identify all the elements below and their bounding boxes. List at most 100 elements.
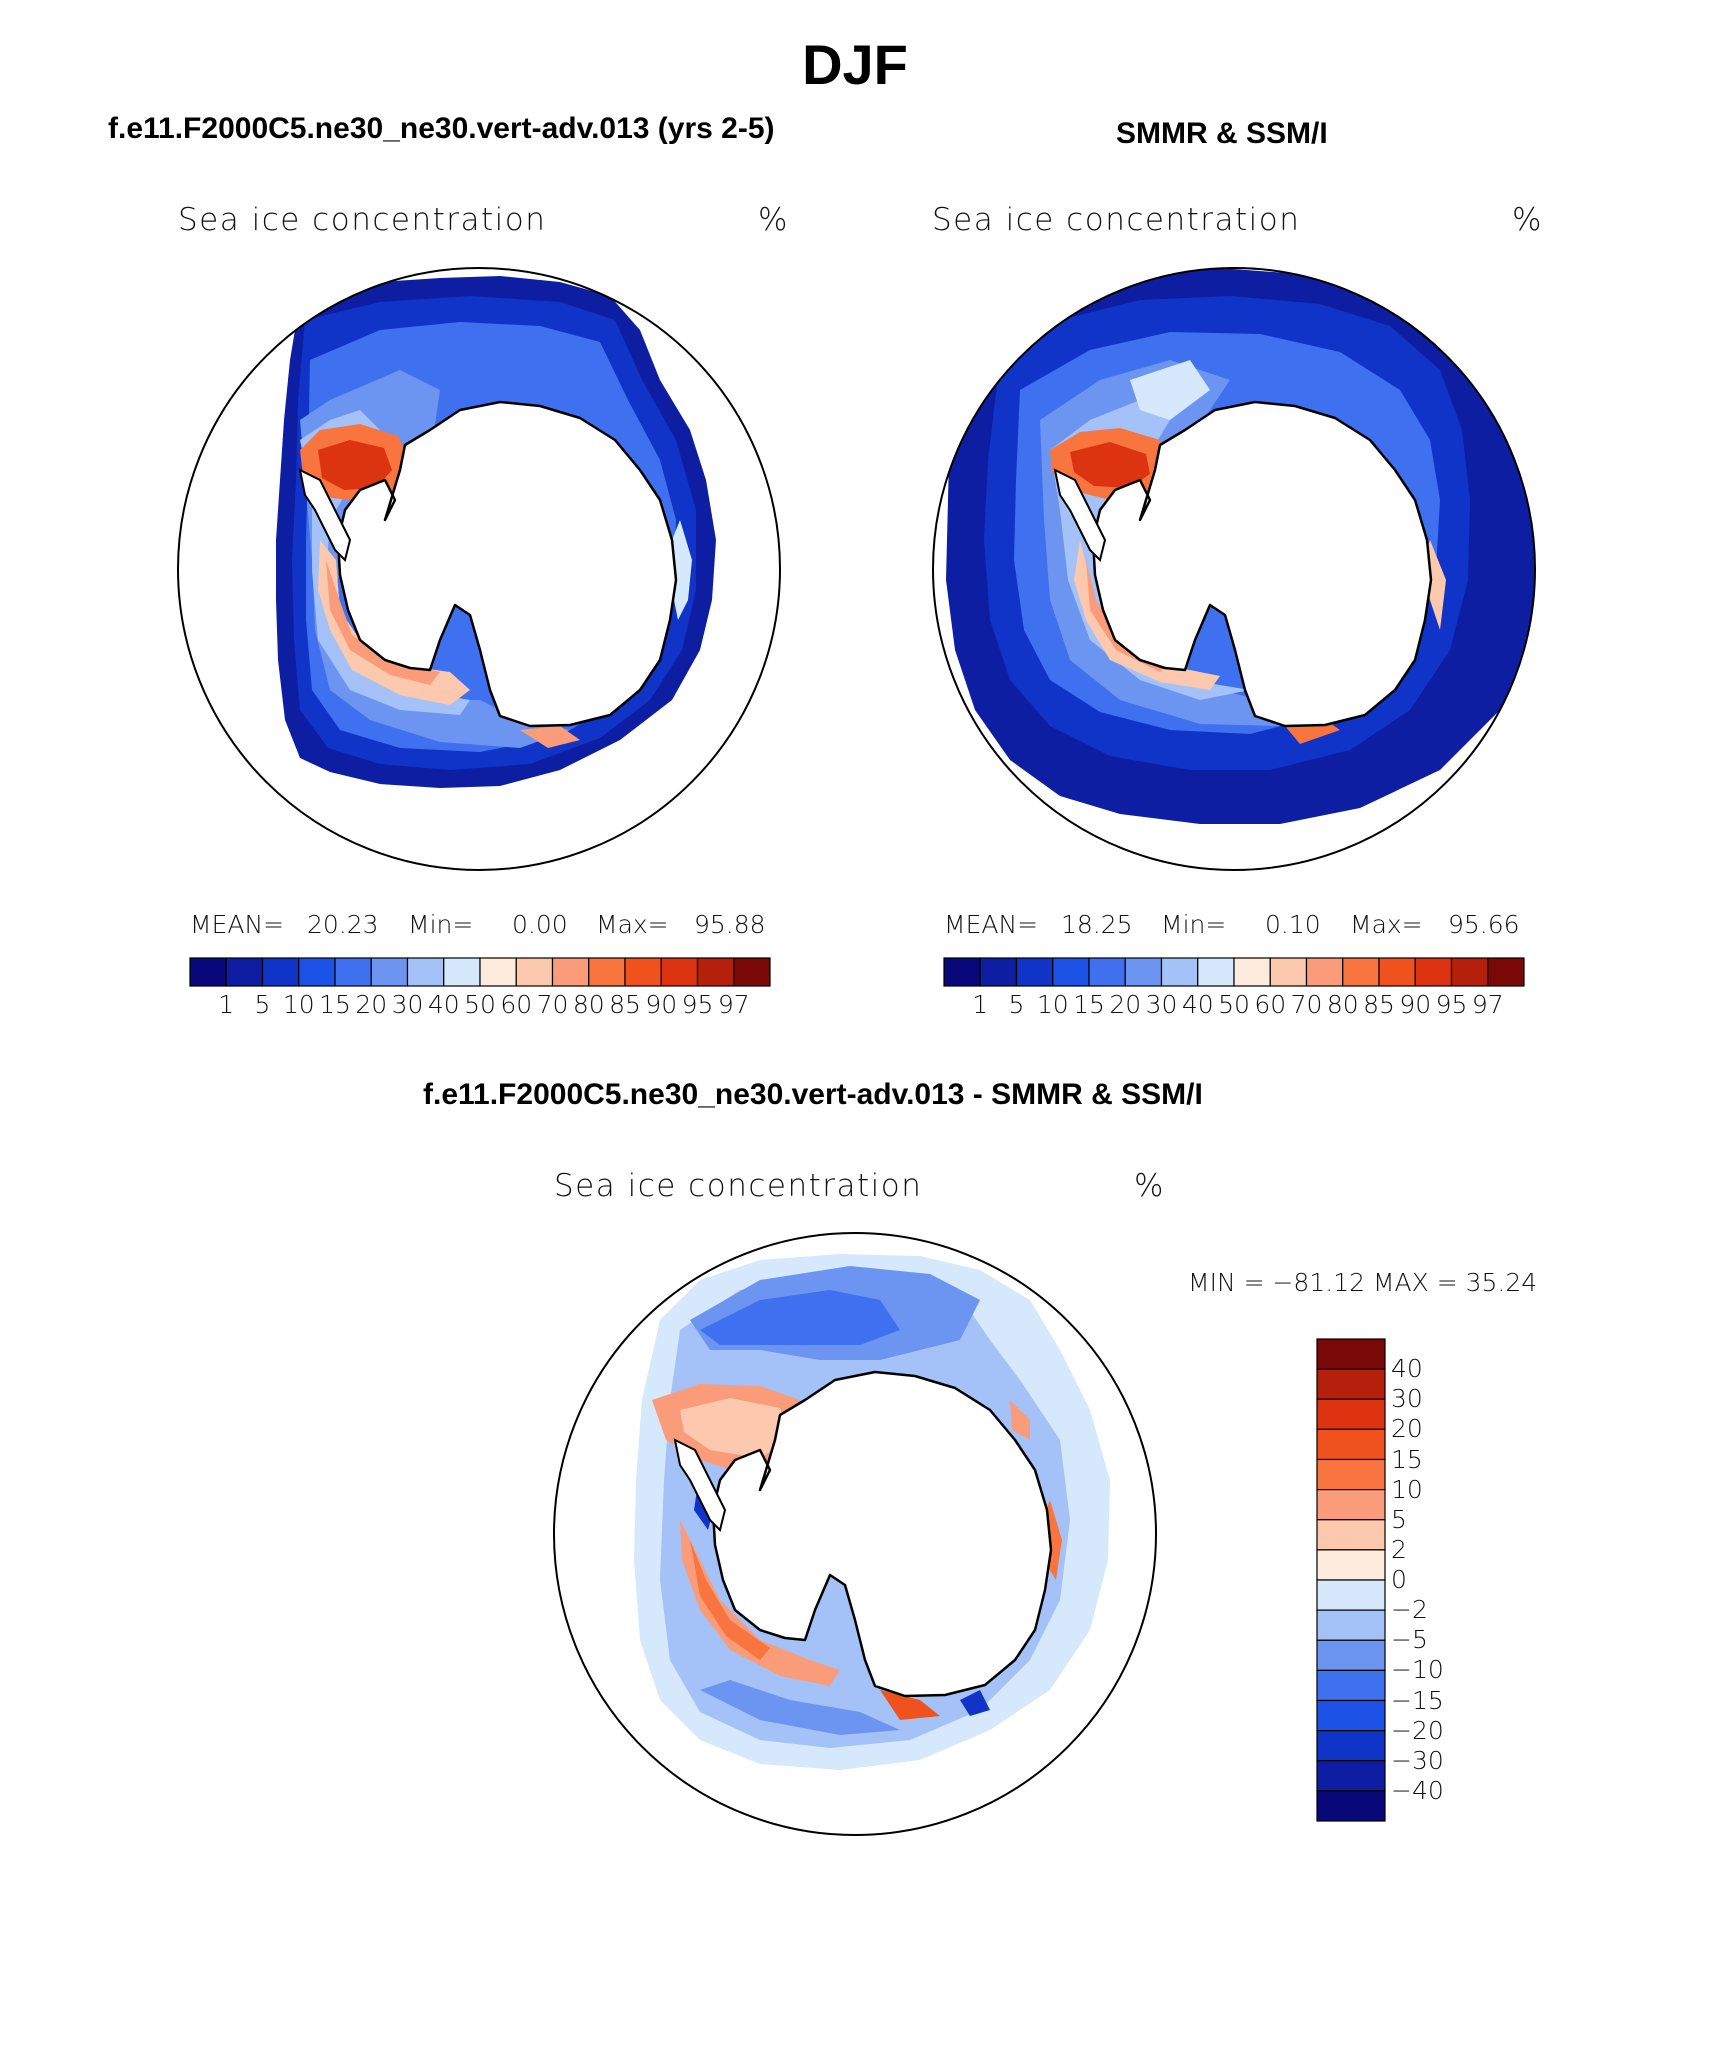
diff-colorbar-tick-label: 40 — [1391, 1354, 1423, 1384]
model-colorbar-tick-label: 20 — [355, 990, 388, 1019]
obs-min-value: 0.10 — [1265, 910, 1321, 939]
model-colorbar-swatch — [696, 957, 735, 987]
model-panel-title: f.e11.F2000C5.ne30_ne30.vert-adv.013 (yr… — [108, 112, 775, 145]
diff-colorbar-swatch — [1316, 1428, 1386, 1461]
diff-colorbar-swatch — [1316, 1458, 1386, 1491]
obs-colorbar-tick-label: 90 — [1399, 990, 1432, 1019]
diff-colorbar-swatch — [1316, 1549, 1386, 1581]
diff-colorbar-swatch — [1316, 1639, 1386, 1671]
diff-colorbar-tick-label: −30 — [1391, 1745, 1444, 1775]
diff-colorbar-swatch — [1316, 1368, 1386, 1400]
model-min-value: 0.00 — [512, 910, 568, 939]
diff-colorbar-tick-label: −15 — [1391, 1685, 1444, 1715]
main-title: DJF — [802, 33, 908, 96]
diff-colorbar-tick-label: 10 — [1391, 1474, 1423, 1504]
diff-colorbar-tick-label: −10 — [1391, 1655, 1444, 1685]
diff-variable-label: Sea ice concentration — [554, 1168, 923, 1204]
diff-colorbar-swatch — [1316, 1519, 1386, 1551]
model-max-label: Max= — [596, 910, 669, 939]
model-colorbar-tick-label: 40 — [427, 990, 460, 1019]
obs-colorbar-swatch — [1342, 957, 1380, 987]
model-mean-value: 20.23 — [307, 910, 379, 939]
obs-colorbar-tick-label: 15 — [1073, 990, 1105, 1019]
obs-colorbar-swatch — [1414, 957, 1453, 987]
obs-min-label: Min= — [1161, 910, 1227, 939]
diff-colorbar-swatch — [1316, 1338, 1386, 1370]
diff-colorbar-swatch — [1316, 1730, 1386, 1762]
model-colorbar-tick-label: 15 — [319, 990, 351, 1019]
model-colorbar-swatch — [225, 957, 264, 987]
model-colorbar-swatch — [588, 957, 626, 987]
obs-colorbar-swatch — [1052, 957, 1090, 987]
diff-colorbar-tick-label: −2 — [1391, 1595, 1428, 1625]
model-colorbar-tick-label: 80 — [572, 990, 605, 1019]
model-colorbar-tick-label: 95 — [681, 990, 714, 1019]
model-colorbar-tick-label: 10 — [282, 990, 315, 1019]
obs-mean-value: 18.25 — [1061, 910, 1133, 939]
diff-colorbar-swatch — [1316, 1398, 1386, 1430]
model-colorbar-swatch — [298, 957, 336, 987]
diff-colorbar-swatch — [1316, 1760, 1386, 1792]
diff-colorbar-swatch — [1316, 1489, 1386, 1521]
obs-colorbar-swatch — [1015, 957, 1054, 987]
diff-colorbar-tick-label: 5 — [1391, 1504, 1407, 1534]
obs-max-label: Max= — [1350, 910, 1423, 939]
model-colorbar-tick-label: 90 — [645, 990, 678, 1019]
obs-colorbar-tick-label: 5 — [1008, 990, 1025, 1019]
model-colorbar-tick-label: 50 — [464, 990, 496, 1019]
obs-units-label: % — [1512, 202, 1543, 238]
model-mean-label: MEAN= — [190, 910, 285, 939]
model-max-value: 95.88 — [694, 910, 766, 939]
diff-colorbar-tick-label: −5 — [1391, 1625, 1428, 1655]
model-colorbar-swatch — [334, 957, 372, 987]
obs-colorbar-tick-label: 70 — [1290, 990, 1323, 1019]
model-units-label: % — [758, 202, 789, 238]
model-colorbar-tick-label: 1 — [218, 990, 235, 1019]
obs-colorbar-tick-label: 1 — [972, 990, 989, 1019]
model-colorbar-swatch — [443, 957, 481, 987]
diff-colorbar-tick-label: −20 — [1391, 1715, 1444, 1745]
obs-colorbar-swatch — [1197, 957, 1235, 987]
model-colorbar-swatch — [733, 957, 771, 987]
model-colorbar-tick-label: 30 — [391, 990, 424, 1019]
obs-colorbar-tick-label: 95 — [1435, 990, 1468, 1019]
diff-colorbar-swatch — [1316, 1699, 1386, 1732]
diff-panel-title: f.e11.F2000C5.ne30_ne30.vert-adv.013 - S… — [423, 1078, 1203, 1111]
obs-max-value: 95.66 — [1448, 910, 1520, 939]
diff-colorbar-tick-label: 30 — [1391, 1384, 1423, 1414]
obs-colorbar-tick-label: 10 — [1036, 990, 1069, 1019]
obs-variable-label: Sea ice concentration — [932, 202, 1301, 238]
model-colorbar-swatch — [551, 957, 590, 987]
model-colorbar-swatch — [660, 957, 699, 987]
diff-colorbar-tick-label: −40 — [1391, 1775, 1444, 1805]
model-colorbar-tick-label: 97 — [717, 990, 750, 1019]
diff-colorbar-tick-label: 0 — [1391, 1565, 1407, 1594]
obs-colorbar-tick-label: 60 — [1254, 990, 1287, 1019]
diff-colorbar-swatch — [1316, 1579, 1386, 1611]
obs-colorbar-tick-label: 85 — [1363, 990, 1395, 1019]
model-colorbar-tick-label: 85 — [609, 990, 641, 1019]
obs-colorbar-tick-label: 30 — [1145, 990, 1178, 1019]
diff-colorbar-swatch — [1316, 1609, 1386, 1641]
obs-panel-title: SMMR & SSM/I — [1116, 117, 1328, 150]
model-colorbar-tick-label: 5 — [254, 990, 271, 1019]
obs-colorbar-tick-label: 40 — [1181, 990, 1214, 1019]
diff-colorbar-tick-label: 2 — [1391, 1534, 1407, 1564]
model-colorbar-swatch — [370, 957, 409, 987]
obs-colorbar-tick-label: 97 — [1471, 990, 1504, 1019]
diff-colorbar-tick-label: 15 — [1391, 1444, 1423, 1474]
diff-units-label: % — [1134, 1168, 1165, 1204]
obs-colorbar-tick-label: 20 — [1109, 990, 1142, 1019]
diff-colorbar-swatch — [1316, 1790, 1386, 1822]
model-colorbar-tick-label: 60 — [500, 990, 533, 1019]
obs-colorbar-swatch — [1160, 957, 1199, 987]
obs-colorbar-swatch — [1233, 957, 1271, 987]
model-variable-label: Sea ice concentration — [178, 202, 547, 238]
diff-colorbar-tick-label: 20 — [1391, 1414, 1423, 1444]
